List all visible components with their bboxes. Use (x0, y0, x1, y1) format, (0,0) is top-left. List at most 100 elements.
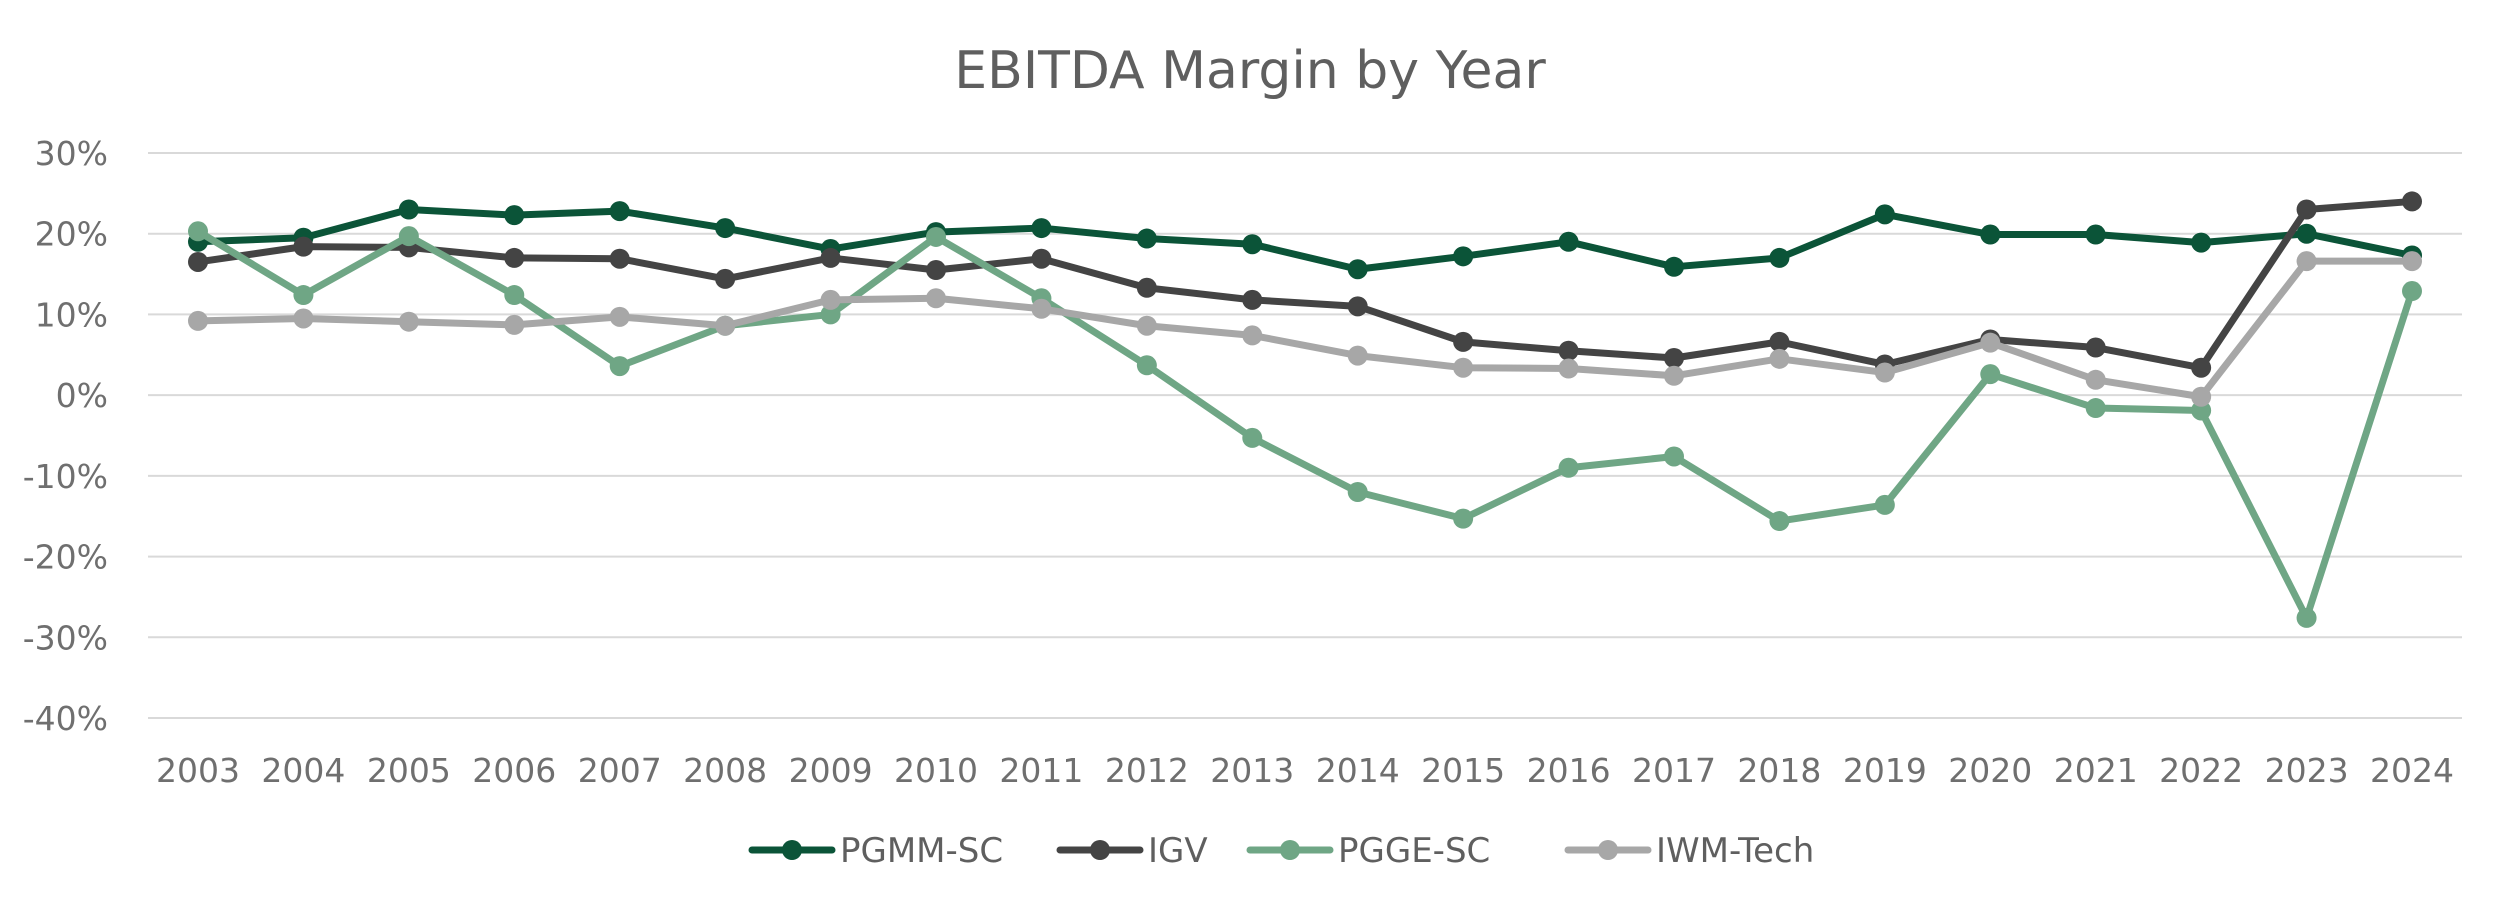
x-tick-label: 2020 (1948, 751, 2032, 790)
data-point (715, 218, 736, 239)
data-point (926, 288, 946, 309)
data-point (926, 260, 946, 281)
legend-swatch-marker (1090, 840, 1110, 860)
legend-label: PGGE-SC (1338, 831, 1490, 871)
y-tick-label: -20% (23, 538, 108, 577)
data-point (1453, 508, 1474, 529)
data-point (1980, 224, 2001, 245)
data-point (2402, 251, 2422, 272)
data-point (2296, 223, 2317, 244)
x-tick-label: 2011 (999, 751, 1083, 790)
data-point (1347, 482, 1368, 502)
series-pgge-sc (188, 221, 2422, 628)
data-point (2085, 337, 2106, 358)
y-tick-label: 30% (35, 134, 108, 173)
series-lines (188, 191, 2422, 628)
data-point (1558, 340, 1579, 361)
data-point (715, 315, 736, 336)
chart-title: EBITDA Margin by Year (954, 41, 1546, 101)
data-point (715, 268, 736, 289)
legend-label: IGV (1148, 831, 1208, 871)
y-tick-label: -30% (23, 618, 108, 657)
data-point (293, 308, 314, 329)
legend-item: IGV (1056, 831, 1208, 871)
legend-item: PGGE-SC (1246, 831, 1490, 871)
data-point (1769, 511, 1790, 532)
data-point (2402, 191, 2422, 212)
x-tick-label: 2018 (1737, 751, 1821, 790)
x-tick-label: 2008 (683, 751, 767, 790)
data-point (609, 248, 630, 269)
data-point (1031, 218, 1052, 239)
y-tick-label: 0% (56, 376, 108, 415)
data-point (188, 221, 208, 242)
data-point (1136, 315, 1157, 336)
data-point (1031, 248, 1052, 269)
data-point (1874, 204, 1895, 225)
data-point (1347, 296, 1368, 317)
x-tick-label: 2019 (1843, 751, 1927, 790)
y-tick-label: 20% (35, 215, 108, 254)
x-tick-label: 2006 (472, 751, 556, 790)
x-tick-label: 2013 (1210, 751, 1294, 790)
data-point (1242, 427, 1263, 448)
data-point (1769, 348, 1790, 369)
data-point (820, 304, 841, 325)
legend-swatch-marker (1280, 840, 1300, 860)
x-axis-ticks: 2003 2004 2005 2006 2007 2008 2009 2010 2011 2012… (156, 751, 2454, 790)
legend: PGMM-SC IGV PGGE-SC IWM-Tech (748, 831, 1814, 871)
legend-swatch-marker (1598, 840, 1618, 860)
series-line (194, 227, 2416, 622)
data-point (2085, 398, 2106, 419)
legend-item: IWM-Tech (1564, 831, 1814, 871)
y-tick-label: 10% (35, 295, 108, 334)
data-point (609, 306, 630, 327)
data-point (2296, 251, 2317, 272)
data-point (2402, 281, 2422, 302)
x-tick-label: 2009 (789, 751, 873, 790)
data-point (1453, 357, 1474, 378)
data-point (1558, 457, 1579, 478)
data-point (1769, 247, 1790, 268)
data-point (1980, 332, 2001, 353)
x-tick-label: 2003 (156, 751, 240, 790)
legend-item: PGMM-SC (748, 831, 1003, 871)
data-point (1136, 277, 1157, 298)
data-point (1136, 228, 1157, 249)
data-point (1453, 331, 1474, 352)
x-tick-label: 2024 (2370, 751, 2454, 790)
data-point (504, 285, 525, 306)
x-tick-label: 2017 (1632, 751, 1716, 790)
series-iwm-tech (188, 251, 2422, 407)
data-point (1664, 446, 1684, 467)
series-line (194, 206, 2416, 273)
data-point (2191, 386, 2212, 407)
data-point (926, 226, 946, 247)
y-tick-label: -40% (23, 699, 108, 738)
series-line (194, 197, 2416, 372)
data-point (2191, 400, 2212, 421)
data-point (398, 199, 419, 220)
data-point (188, 310, 208, 331)
data-point (1347, 259, 1368, 280)
data-point (1558, 358, 1579, 379)
data-point (1664, 256, 1684, 277)
data-point (1136, 355, 1157, 376)
data-point (1453, 246, 1474, 267)
x-tick-label: 2021 (2054, 751, 2138, 790)
legend-label: PGMM-SC (840, 831, 1003, 871)
data-point (1769, 331, 1790, 352)
data-point (1242, 289, 1263, 310)
x-tick-label: 2022 (2159, 751, 2243, 790)
series-line (194, 257, 2416, 401)
data-point (2296, 199, 2317, 220)
y-tick-label: -10% (23, 457, 108, 496)
data-point (2085, 224, 2106, 245)
data-point (1980, 364, 2001, 385)
data-point (1664, 348, 1684, 369)
x-tick-label: 2007 (578, 751, 662, 790)
data-point (1664, 365, 1684, 386)
data-point (2191, 357, 2212, 378)
data-point (293, 285, 314, 306)
